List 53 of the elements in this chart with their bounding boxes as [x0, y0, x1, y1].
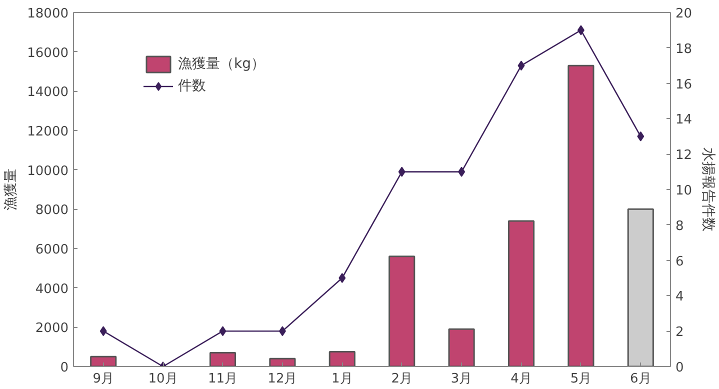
legend-label: 件数: [178, 77, 206, 95]
bar: [508, 220, 535, 366]
point: [458, 166, 466, 177]
bar: [328, 351, 356, 366]
point: [637, 131, 644, 142]
y2-tick-label: 2: [676, 325, 684, 340]
point: [398, 166, 406, 177]
y-tick-label: 8000: [35, 203, 69, 218]
y-tick-label: 18000: [27, 6, 69, 22]
point: [219, 326, 226, 336]
y2-tick-label: 10: [676, 184, 692, 198]
y2-tick-label: 4: [676, 290, 684, 305]
x-tick-label: 9月: [92, 372, 114, 386]
y-tick-label: 0: [60, 360, 69, 376]
x-tick-label: 3月: [450, 372, 472, 386]
bar: [448, 328, 475, 366]
y2-tick-label: 20: [676, 6, 692, 22]
y2-tick-label: 0: [676, 360, 684, 376]
y-tick-label: 4000: [35, 282, 69, 297]
y2-axis-title: 水揚報告件数: [700, 148, 716, 232]
x-tick-label: 1月: [332, 372, 353, 386]
point: [278, 326, 286, 336]
bar: [269, 358, 296, 366]
x-tick-label: 12月: [268, 372, 298, 386]
point: [100, 326, 107, 336]
y2-tick-label: 8: [676, 218, 684, 234]
y-tick-label: 10000: [27, 164, 69, 179]
x-tick-label: 5月: [570, 372, 592, 386]
bar: [568, 64, 594, 366]
x-tick-label: 4月: [510, 372, 532, 386]
y-tick-label: 14000: [27, 85, 69, 100]
x-tick-label: 6月: [630, 372, 652, 386]
y-tick-label: 6000: [35, 242, 69, 258]
y-tick-label: 12000: [27, 124, 69, 140]
y2-tick-label: 14: [676, 112, 692, 128]
y2-tick-label: 12: [676, 148, 692, 164]
y2-tick-label: 16: [676, 77, 692, 92]
y-tick-label: 2000: [35, 321, 69, 336]
y2-tick-label: 6: [676, 254, 684, 270]
x-tick-label: 2月: [391, 372, 412, 386]
y-axis-title: 漁獲量: [3, 168, 20, 210]
point: [577, 25, 584, 36]
legend-label: 漁獲量（kg）: [178, 55, 265, 73]
point: [338, 273, 346, 283]
bar: [388, 256, 416, 366]
point: [518, 60, 525, 71]
bar: [627, 208, 654, 366]
bar: [209, 352, 236, 366]
bar: [90, 356, 117, 366]
x-tick-label: 11月: [208, 372, 238, 386]
y-tick-label: 16000: [27, 46, 69, 61]
y2-tick-label: 18: [676, 42, 692, 57]
x-tick-label: 10月: [148, 372, 178, 386]
